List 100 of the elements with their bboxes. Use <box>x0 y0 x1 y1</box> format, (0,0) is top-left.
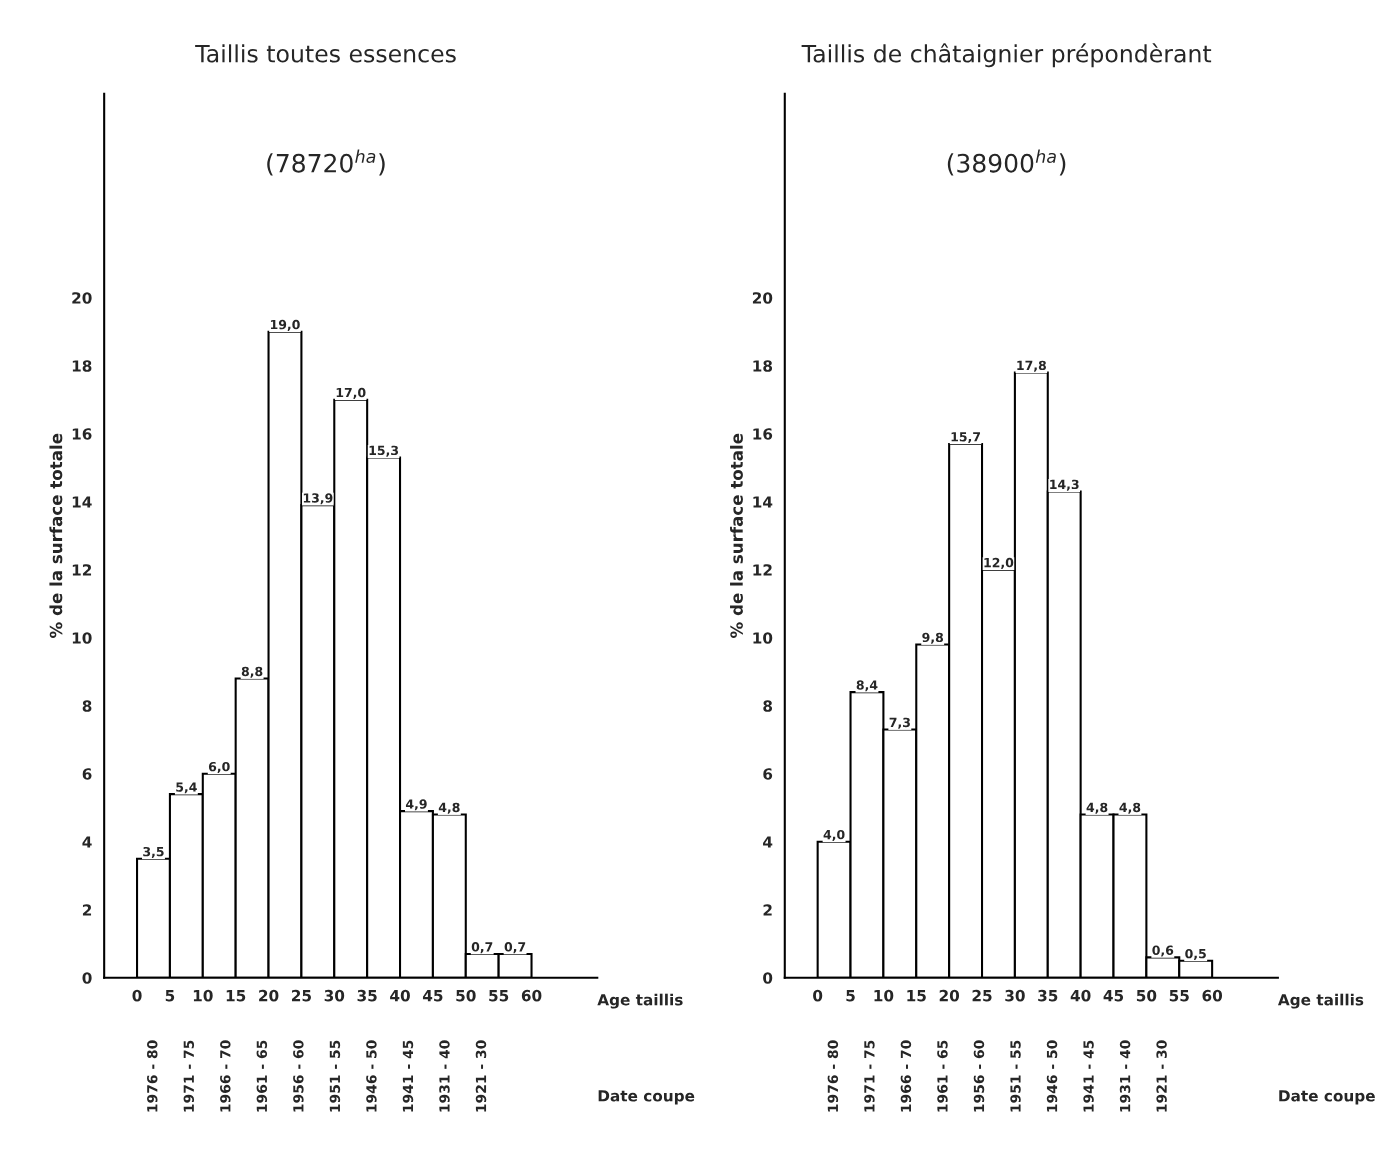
y-tick-label: 6 <box>82 768 92 780</box>
x-tick-label: 25 <box>291 989 311 1002</box>
text: 1976 - 80 <box>147 1040 158 1112</box>
x-tick-label: 60 <box>1202 989 1223 1002</box>
x-axis-title: Age taillis <box>1277 993 1364 1009</box>
x-tick-label: 15 <box>907 990 926 1002</box>
data-label: 4,9 <box>405 799 427 811</box>
x-tick-label: 30 <box>1005 989 1025 1002</box>
data-label: 19,0 <box>270 319 300 331</box>
text: 1976 - 80 <box>827 1040 839 1112</box>
text: Date coupe <box>598 1090 695 1105</box>
x-tick-label: 0 <box>813 989 823 1002</box>
x-tick-label: 30 <box>324 989 345 1002</box>
text: Date coupe <box>1279 1090 1375 1105</box>
y-tick-label: 20 <box>72 292 92 304</box>
y-tick-label: 16 <box>753 428 773 440</box>
x-axis-title: Age taillis <box>597 993 683 1009</box>
text: 1951 - 55 <box>1010 1040 1021 1112</box>
text: 1961 - 65 <box>937 1040 948 1112</box>
text: 1946 - 50 <box>1046 1040 1058 1112</box>
data-label: 4,8 <box>438 802 460 814</box>
x-tick-label: 50 <box>1136 989 1157 1002</box>
data-label: 0,6 <box>1152 945 1174 957</box>
y-tick-label: 6 <box>763 768 773 780</box>
x-tick-label: 40 <box>390 989 410 1002</box>
y-tick-label: 10 <box>753 632 773 644</box>
chart-title: Taillis de châtaignier prépondèrant <box>801 43 1212 68</box>
x-tick-label: 45 <box>1103 990 1124 1002</box>
text: 1971 - 75 <box>183 1040 195 1112</box>
text: 1961 - 65 <box>256 1040 268 1112</box>
data-label: 17,8 <box>1017 360 1046 372</box>
y-axis-title: % de la surface totale <box>730 433 743 638</box>
text: 1946 - 50 <box>366 1040 377 1112</box>
x-tick-label: 60 <box>521 989 542 1002</box>
y-tick-label: 18 <box>72 360 92 372</box>
x-tick-label: 20 <box>259 989 279 1002</box>
text: (38900$^{ha}$) <box>947 149 1066 176</box>
x-tick-label: 15 <box>226 990 246 1002</box>
y-tick-label: 4 <box>763 836 773 848</box>
data-label: 0,5 <box>1185 948 1206 960</box>
x-tick-label: 45 <box>422 990 443 1002</box>
text: 1921 - 30 <box>1156 1040 1167 1112</box>
text: (78720$^{ha}$) <box>267 149 385 176</box>
data-label: 0,7 <box>504 942 526 954</box>
data-label: 17,0 <box>336 387 366 399</box>
y-tick-label: 20 <box>752 292 773 304</box>
y-tick-label: 0 <box>82 972 92 984</box>
text: 1931 - 40 <box>1119 1040 1131 1112</box>
text: 1921 - 30 <box>475 1040 487 1112</box>
x-tick-label: 0 <box>132 989 142 1002</box>
data-label: 4,8 <box>1086 802 1108 814</box>
data-label: 9,8 <box>922 632 944 644</box>
text: 1956 - 60 <box>293 1040 304 1112</box>
text: 1931 - 40 <box>439 1040 450 1112</box>
y-tick-label: 18 <box>753 360 773 372</box>
text: 1956 - 60 <box>973 1040 985 1112</box>
data-label: 8,4 <box>856 680 878 692</box>
y-tick-label: 12 <box>72 564 92 576</box>
x-tick-label: 25 <box>972 989 992 1002</box>
data-label: 5,4 <box>176 782 197 794</box>
x-tick-label: 55 <box>489 990 509 1002</box>
data-label: 13,9 <box>303 493 333 505</box>
x-tick-label: 10 <box>874 989 894 1002</box>
x-tick-label: 10 <box>193 989 213 1002</box>
x-tick-label: 50 <box>456 989 476 1002</box>
data-label: 15,3 <box>369 445 399 457</box>
x-tick-label: 5 <box>846 990 855 1002</box>
data-label: 12,0 <box>984 557 1014 569</box>
text: 1966 - 70 <box>900 1040 912 1112</box>
y-tick-label: 14 <box>72 496 92 508</box>
y-tick-label: 4 <box>82 836 92 848</box>
y-tick-label: 8 <box>763 700 773 712</box>
text: 1941 - 45 <box>1083 1040 1094 1112</box>
text: 1966 - 70 <box>220 1040 231 1112</box>
x-tick-label: 5 <box>165 990 175 1002</box>
text: 1941 - 45 <box>402 1040 414 1112</box>
x-tick-label: 35 <box>357 989 377 1002</box>
x-tick-label: 55 <box>1169 990 1189 1002</box>
y-tick-label: 2 <box>82 904 92 916</box>
y-tick-label: 12 <box>753 564 772 576</box>
y-tick-label: 0 <box>763 972 773 984</box>
x-tick-label: 40 <box>1070 989 1091 1002</box>
y-tick-label: 16 <box>72 428 92 440</box>
y-tick-label: 10 <box>72 632 92 644</box>
y-axis-title: % de la surface totale <box>49 433 63 638</box>
y-tick-label: 2 <box>763 904 772 916</box>
data-label: 4,0 <box>823 829 845 841</box>
data-label: 15,7 <box>951 432 981 444</box>
text: 1951 - 55 <box>329 1040 341 1112</box>
text: 1971 - 75 <box>864 1040 875 1112</box>
data-label: 4,8 <box>1119 802 1141 814</box>
data-label: 7,3 <box>889 717 910 729</box>
data-label: 14,3 <box>1050 479 1079 491</box>
data-label: 8,8 <box>241 666 263 678</box>
chart-title: Taillis toutes essences <box>195 44 456 63</box>
data-label: 6,0 <box>208 761 230 773</box>
y-tick-label: 14 <box>753 496 773 508</box>
y-tick-label: 8 <box>82 700 92 712</box>
x-tick-label: 35 <box>1038 989 1058 1002</box>
data-label: 0,7 <box>471 942 493 954</box>
